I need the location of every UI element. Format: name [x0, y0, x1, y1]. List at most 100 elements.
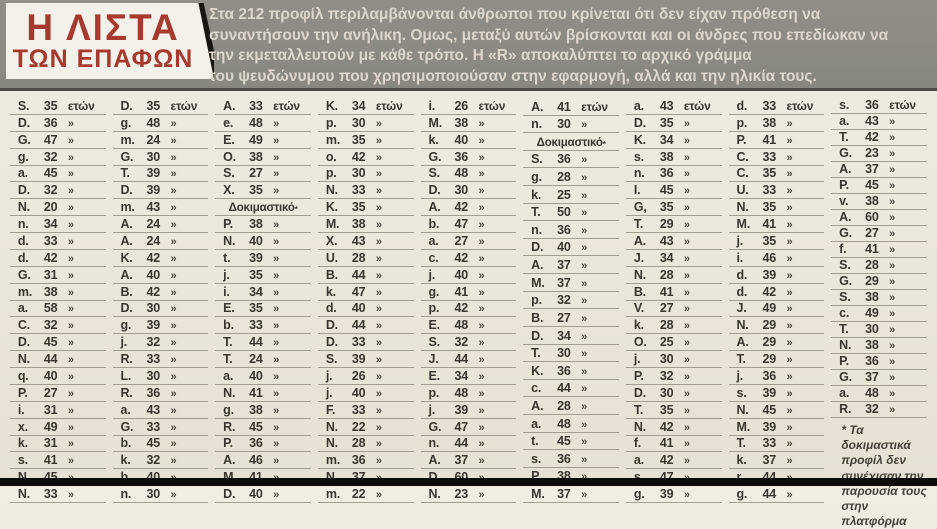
list-item: P. 41»	[728, 132, 825, 149]
list-item: D. 33»	[317, 334, 414, 352]
list-item: j. 39»	[420, 402, 517, 419]
list-item: S. 32»	[420, 334, 517, 352]
list-item: j. 40»	[317, 385, 414, 402]
list-item: k. 37»	[728, 452, 825, 470]
list-item: T. 29»	[625, 216, 722, 233]
list-item: N. 22»	[317, 419, 414, 436]
list-item: Δοκιμαστικό *	[215, 199, 311, 217]
list-item: P. 36»	[831, 354, 927, 370]
list-item: N. 38»	[831, 338, 927, 354]
list-item: d. 40»	[317, 301, 414, 318]
list-item: A. 37»	[523, 256, 619, 275]
list-item: i. 34»	[215, 284, 311, 301]
list-item: Δοκιμαστικό *	[523, 133, 619, 151]
list-item: c. 44»	[523, 380, 619, 398]
list-item: J. 49»	[728, 301, 825, 318]
list-item: R. 45»	[215, 419, 311, 436]
list-item: S. 39»	[317, 351, 414, 368]
list-item: a. 27»	[420, 233, 517, 250]
list-item: j. 26»	[317, 368, 414, 385]
list-item: g. 48»	[112, 115, 209, 132]
list-item: N. 42»	[625, 419, 722, 436]
list-item: K. 42»	[112, 250, 209, 267]
list-item: K. 34 ετών	[317, 98, 414, 115]
list-item: g. 28»	[523, 168, 619, 187]
list-item: o. 42»	[317, 149, 414, 166]
list-item: m. 22»	[317, 486, 414, 503]
list-item: d. 42»	[10, 250, 106, 267]
list-item: B. 27»	[523, 309, 619, 327]
list-item: s. 41»	[10, 452, 106, 470]
list-item: d. 33»	[10, 233, 106, 250]
list-item: S. 48»	[420, 166, 517, 183]
list-item: c. 42»	[420, 250, 517, 267]
list-item: c. 49»	[831, 306, 927, 322]
list-item: x. 49»	[10, 419, 106, 436]
list-item: a. 42»	[625, 452, 722, 470]
list-item: G. 37»	[831, 370, 927, 386]
list-item: G. 36»	[420, 149, 517, 166]
list-item: P. 32»	[625, 368, 722, 385]
list-item: A. 24»	[112, 233, 209, 250]
list-item: P. 36»	[215, 436, 311, 453]
list-item: g. 41»	[420, 284, 517, 301]
list-item: T. 24»	[215, 351, 311, 368]
list-item: D. 44»	[317, 317, 414, 335]
list-item: a. 58»	[10, 301, 106, 318]
list-item: d. 42»	[728, 284, 825, 301]
intro-line: Στα 212 προφίλ περιλαμβάνονται άνθρωποι …	[209, 6, 821, 23]
list-item: B. 44»	[317, 267, 414, 284]
list-item: j. 36»	[728, 368, 825, 385]
list-item: G. 30»	[112, 149, 209, 166]
list-item: g. 32»	[10, 149, 106, 166]
contacts-column: A. 41 ετών n. 30» Δοκιμαστικό * S. 36» g. 28» k. 25»…	[523, 98, 619, 504]
list-item: k. 32»	[112, 452, 209, 470]
list-item: L. 30»	[112, 368, 209, 385]
list-item: M. 37»	[523, 274, 619, 292]
list-item: V. 27»	[625, 301, 722, 318]
list-item: C. 33»	[728, 149, 825, 166]
list-item: p. 32»	[523, 292, 619, 310]
list-item: a. 45»	[10, 166, 106, 183]
list-item: M. 37»	[523, 485, 619, 504]
list-item: X. 35»	[215, 182, 311, 200]
list-item: D. 32»	[10, 182, 106, 200]
list-item: d. 39»	[728, 267, 825, 284]
list-item: O. 25»	[625, 334, 722, 352]
list-item: M. 39»	[728, 419, 825, 436]
list-item: n. 30»	[112, 486, 209, 503]
list-item: B. 41»	[625, 284, 722, 301]
bottom-edge	[0, 478, 937, 486]
list-item: m. 43»	[112, 199, 209, 217]
list-item: I. 45»	[625, 182, 722, 200]
list-item: N. 40»	[215, 233, 311, 250]
list-item: j. 30»	[625, 351, 722, 368]
list-item: t. 39»	[215, 250, 311, 267]
list-item: i. 26 ετών	[420, 98, 517, 115]
list-item: D. 39»	[112, 182, 209, 200]
list-item: A. 46»	[215, 452, 311, 470]
list-item: k. 25»	[523, 186, 619, 204]
list-item: K. 34»	[625, 132, 722, 149]
list-item: T. 35»	[625, 402, 722, 419]
list-item: T. 50»	[523, 204, 619, 222]
list-item: O. 38»	[215, 149, 311, 166]
list-item: k. 28»	[625, 317, 722, 335]
list-item: G. 29»	[831, 274, 927, 290]
list-item: N. 23»	[420, 486, 517, 503]
list-item: G. 23»	[831, 146, 927, 162]
list-item: n. 34»	[10, 216, 106, 233]
contacts-column: a. 43 ετών D. 35» K. 34» s. 38» n. 36» I. 45» G, 35» T.…	[625, 98, 722, 503]
list-item: q. 40»	[10, 368, 106, 385]
list-item: j. 32»	[112, 334, 209, 352]
list-item: S. 36»	[523, 151, 619, 169]
list-item: G. 47»	[420, 419, 517, 436]
list-item: S. 38»	[831, 290, 927, 306]
list-item: M.41»	[728, 216, 825, 233]
list-item: A. 41 ετών	[523, 98, 619, 116]
list-item: K. 35»	[317, 199, 414, 217]
list-item: a. 48»	[523, 415, 619, 433]
list-item: A. 40»	[112, 267, 209, 284]
intro-line: συναντήσουν την ανήλικη. Ομως, μεταξύ αυ…	[209, 26, 889, 44]
list-item: a. 43»	[112, 402, 209, 419]
